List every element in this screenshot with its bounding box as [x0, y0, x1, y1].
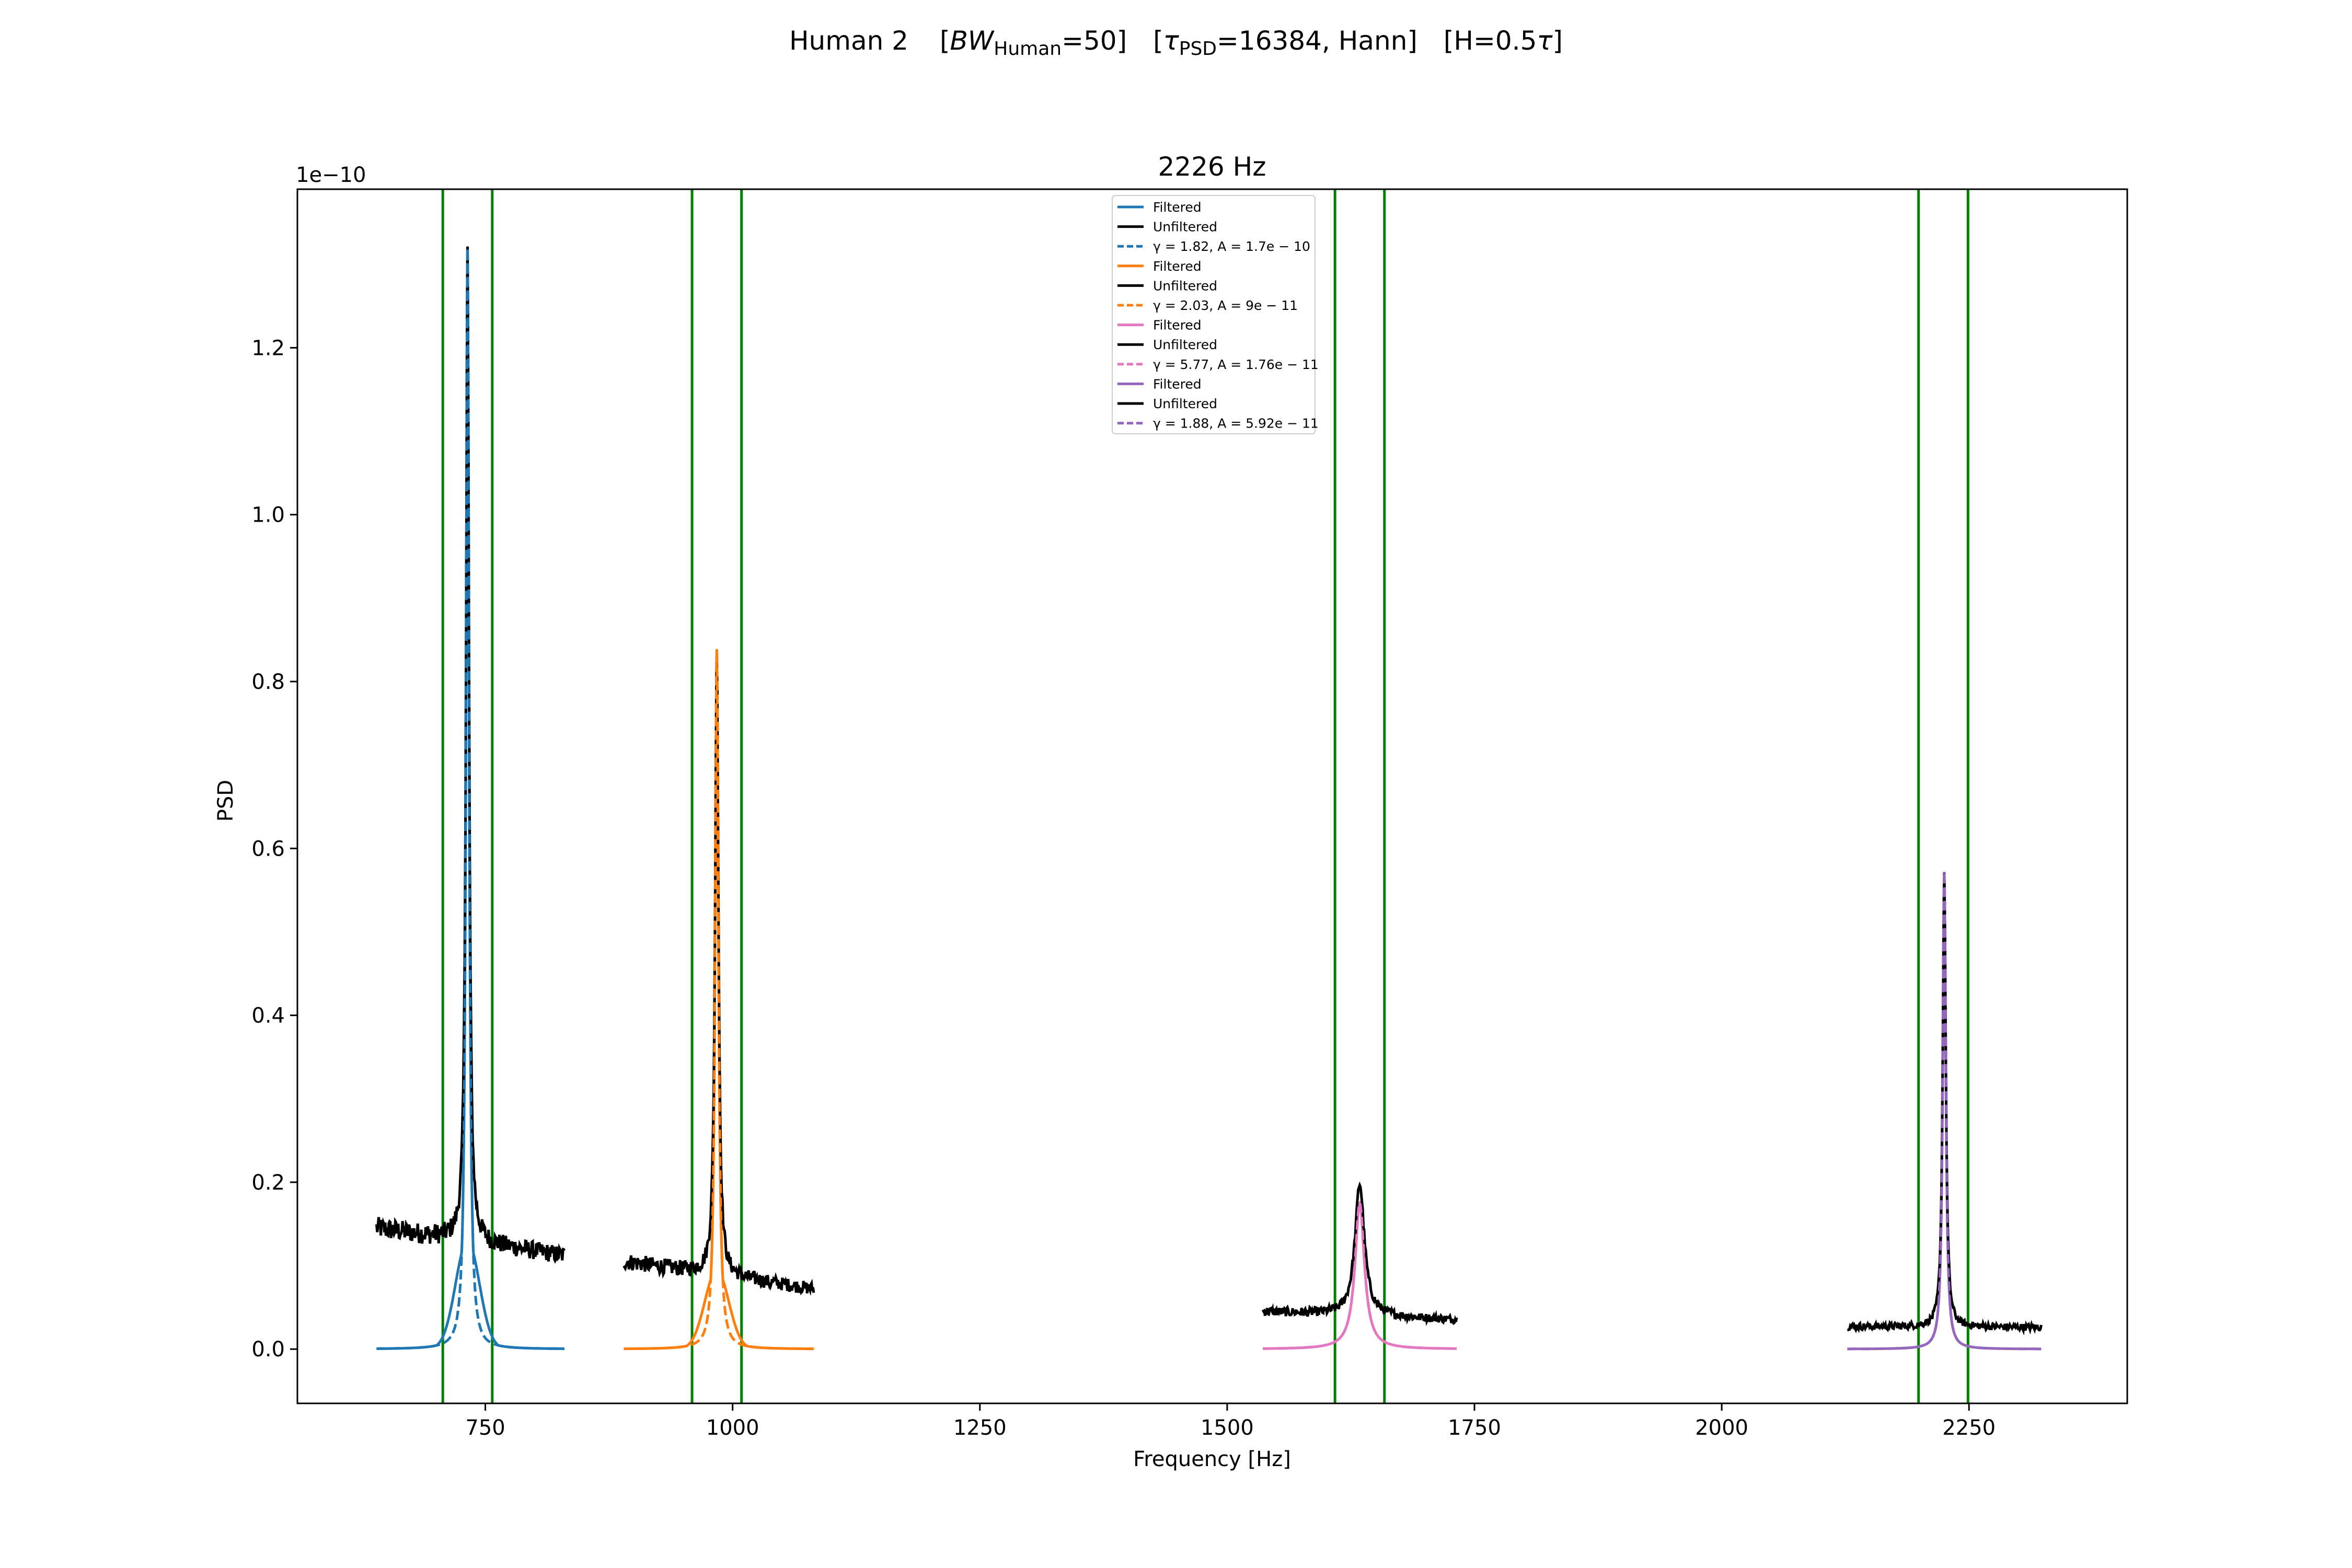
unfiltered-line — [1847, 873, 2043, 1336]
unfiltered-line — [1261, 1181, 1458, 1327]
y-tick-label: 0.8 — [251, 670, 285, 694]
x-ticks: 750 1000 1250 1500 1750 2000 2250 — [465, 1403, 1996, 1440]
y-tick-label: 0.4 — [251, 1004, 285, 1028]
legend-label: γ = 1.82, A = 1.7e − 10 — [1153, 239, 1310, 254]
legend-label: γ = 1.88, A = 5.92e − 11 — [1153, 416, 1319, 431]
legend-label: γ = 5.77, A = 1.76e − 11 — [1153, 357, 1319, 372]
y-ticks: 0.0 0.2 0.4 0.6 0.8 1.0 1.2 — [251, 336, 297, 1362]
x-tick-label: 1500 — [1201, 1416, 1254, 1440]
legend-label: Unfiltered — [1153, 220, 1217, 235]
legend-label: Unfiltered — [1153, 278, 1217, 293]
fit-line — [1263, 1200, 1457, 1350]
x-tick-label: 2000 — [1695, 1416, 1748, 1440]
x-tick-label: 750 — [465, 1416, 505, 1440]
y-tick-label: 0.6 — [251, 837, 285, 861]
legend-label: γ = 2.03, A = 9e − 11 — [1153, 298, 1298, 313]
fit-line — [376, 248, 564, 1350]
figure-suptitle: Human 2 [BWHuman=50] [τPSD=16384, Hann] [H=… — [789, 26, 1563, 60]
plot-area — [375, 189, 2043, 1403]
legend-label: Filtered — [1153, 259, 1202, 274]
fit-line — [1847, 871, 2042, 1351]
legend-label: Unfiltered — [1153, 337, 1217, 352]
x-axis-label: Frequency [Hz] — [1133, 1447, 1291, 1471]
legend-label: Filtered — [1153, 200, 1202, 215]
y-tick-label: 1.0 — [251, 503, 285, 527]
legend: Filtered Unfiltered γ = 1.82, A = 1.7e − 1… — [1112, 195, 1319, 434]
legend-frame — [1112, 195, 1316, 434]
x-tick-label: 2250 — [1942, 1416, 1996, 1440]
y-offset-label: 1e−10 — [296, 163, 366, 187]
y-axis-label: PSD — [214, 780, 238, 822]
legend-label: Unfiltered — [1153, 396, 1217, 411]
fit-line — [624, 649, 814, 1351]
x-tick-label: 1750 — [1448, 1416, 1501, 1440]
vertical-lines — [441, 189, 1969, 1403]
x-tick-label: 1000 — [706, 1416, 759, 1440]
y-tick-label: 1.2 — [251, 336, 285, 360]
y-tick-label: 0.2 — [251, 1171, 285, 1195]
y-tick-label: 0.0 — [251, 1338, 285, 1362]
axes-frame — [296, 188, 2128, 1404]
legend-label: Filtered — [1153, 318, 1202, 333]
axes-title: 2226 Hz — [1158, 152, 1266, 182]
x-tick-label: 1250 — [953, 1416, 1007, 1440]
legend-label: Filtered — [1153, 376, 1202, 391]
series-group — [375, 246, 2043, 1351]
